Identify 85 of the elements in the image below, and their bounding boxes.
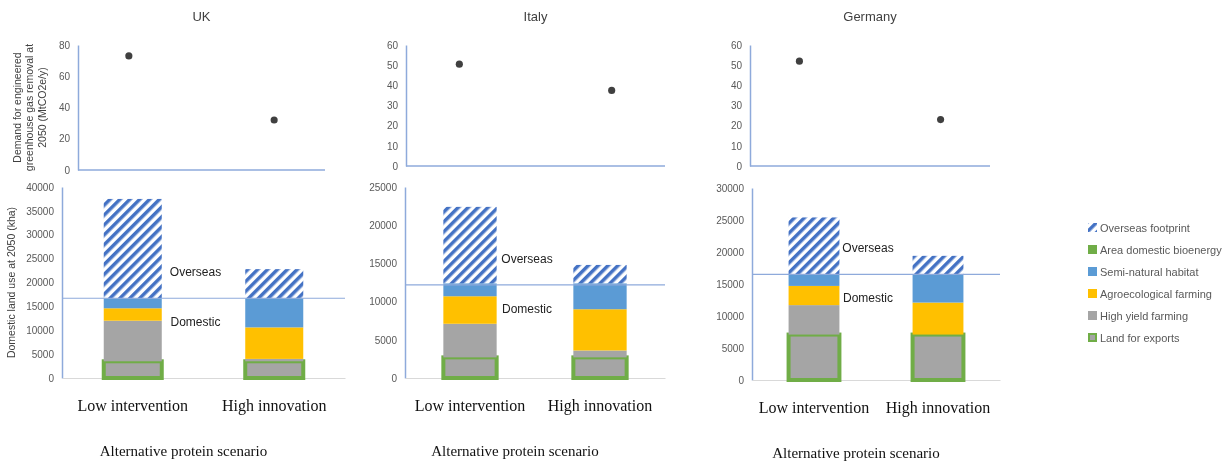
annotation: Overseas <box>501 251 553 266</box>
y-tick-label: 35000 <box>26 205 55 217</box>
chart-title: Germany <box>843 9 898 24</box>
y-tick-label: 60 <box>58 70 71 82</box>
y-tick-label: 20 <box>386 120 399 132</box>
y-tick-label: 0 <box>736 160 743 172</box>
annotation: Domestic <box>842 291 894 306</box>
bar <box>912 302 964 335</box>
annotation: Domestic <box>501 301 553 316</box>
chart-title: UK <box>192 9 211 24</box>
legend-label: Agroecological farming <box>1100 288 1212 300</box>
bar <box>245 298 304 328</box>
x-axis-title: Alternative protein scenario <box>431 443 599 459</box>
y-tick-label: 60 <box>386 39 399 51</box>
x-axis-title: Alternative protein scenario <box>99 443 268 459</box>
y-tick-label: 40000 <box>26 181 55 193</box>
bar <box>103 198 162 299</box>
legend-label: Area domestic bioenergy <box>1100 244 1223 256</box>
y-tick-label: 15000 <box>716 278 745 290</box>
y-tick-label: 0 <box>391 372 398 384</box>
bar <box>788 285 840 306</box>
bar <box>912 255 964 275</box>
y-tick-label: 10000 <box>26 324 55 336</box>
y-tick-label: 0 <box>392 160 399 172</box>
y-tick-label: 30000 <box>26 229 55 241</box>
y-tick-label: 5000 <box>721 342 745 354</box>
legend-label: Land for exports <box>1100 332 1180 344</box>
x-tick-label: Low intervention <box>758 399 870 416</box>
y-tick-label: 20000 <box>716 246 745 258</box>
bar <box>443 206 497 284</box>
bar <box>443 283 497 297</box>
y-tick-label: 5000 <box>31 348 55 360</box>
bar <box>912 274 964 303</box>
y-tick-label: 80 <box>58 39 71 51</box>
legend-label: High yield farming <box>1100 310 1189 322</box>
y-tick-label: 40 <box>730 80 743 92</box>
y-tick-label: 40 <box>58 102 71 114</box>
legend-label: Overseas footprint <box>1100 222 1190 234</box>
y-tick-label: 10 <box>730 140 743 152</box>
annotation: Overseas <box>842 241 894 256</box>
x-tick-label: Low intervention <box>77 397 189 414</box>
y-tick-label: 15000 <box>26 301 55 313</box>
y-tick-label: 15000 <box>369 258 398 270</box>
y-tick-label: 25000 <box>369 181 398 193</box>
y-tick-label: 0 <box>64 164 71 176</box>
x-axis-title: Alternative protein scenario <box>772 445 940 461</box>
y-tick-label: 0 <box>738 374 745 386</box>
x-tick-label: High innovation <box>547 397 653 415</box>
bar <box>573 283 627 310</box>
bar <box>103 308 162 321</box>
y-axis-title: Domestic land use at 2050 (kha) <box>5 206 17 359</box>
y-tick-label: 25000 <box>26 253 55 265</box>
y-tick-label: 5000 <box>374 334 398 346</box>
bar <box>573 264 627 284</box>
bar <box>573 309 627 351</box>
y-tick-label: 50 <box>730 59 743 71</box>
y-tick-label: 20000 <box>26 277 55 289</box>
bar <box>788 274 840 286</box>
bar <box>245 269 304 299</box>
y-tick-label: 0 <box>48 372 55 384</box>
y-tick-label: 20000 <box>369 219 398 231</box>
y-tick-label: 40 <box>386 80 399 92</box>
chart-title: Italy <box>523 9 548 24</box>
bar <box>443 296 497 324</box>
y-tick-label: 10 <box>386 140 399 152</box>
y-tick-label: 10000 <box>716 310 745 322</box>
y-tick-label: 20 <box>730 120 743 132</box>
bar <box>788 217 840 275</box>
x-tick-label: High innovation <box>222 397 327 415</box>
bar <box>103 298 162 309</box>
y-axis-title: Demand for engineered greenhouse gas removal at 2050 (MtCO2e/y) <box>10 43 48 172</box>
annotation: Overseas <box>169 265 222 280</box>
y-tick-label: 30 <box>730 100 743 112</box>
x-tick-label: High innovation <box>885 399 991 417</box>
y-tick-label: 30000 <box>716 182 745 194</box>
y-tick-label: 25000 <box>716 214 745 226</box>
y-tick-label: 10000 <box>369 296 398 308</box>
legend-label: Semi-natural habitat <box>1100 266 1199 278</box>
bar <box>245 327 304 359</box>
y-tick-label: 20 <box>58 133 71 145</box>
y-tick-label: 50 <box>386 59 399 71</box>
annotation: Domestic <box>170 315 221 330</box>
y-tick-label: 60 <box>730 39 743 51</box>
x-tick-label: Low intervention <box>414 397 526 414</box>
y-tick-label: 30 <box>386 100 399 112</box>
